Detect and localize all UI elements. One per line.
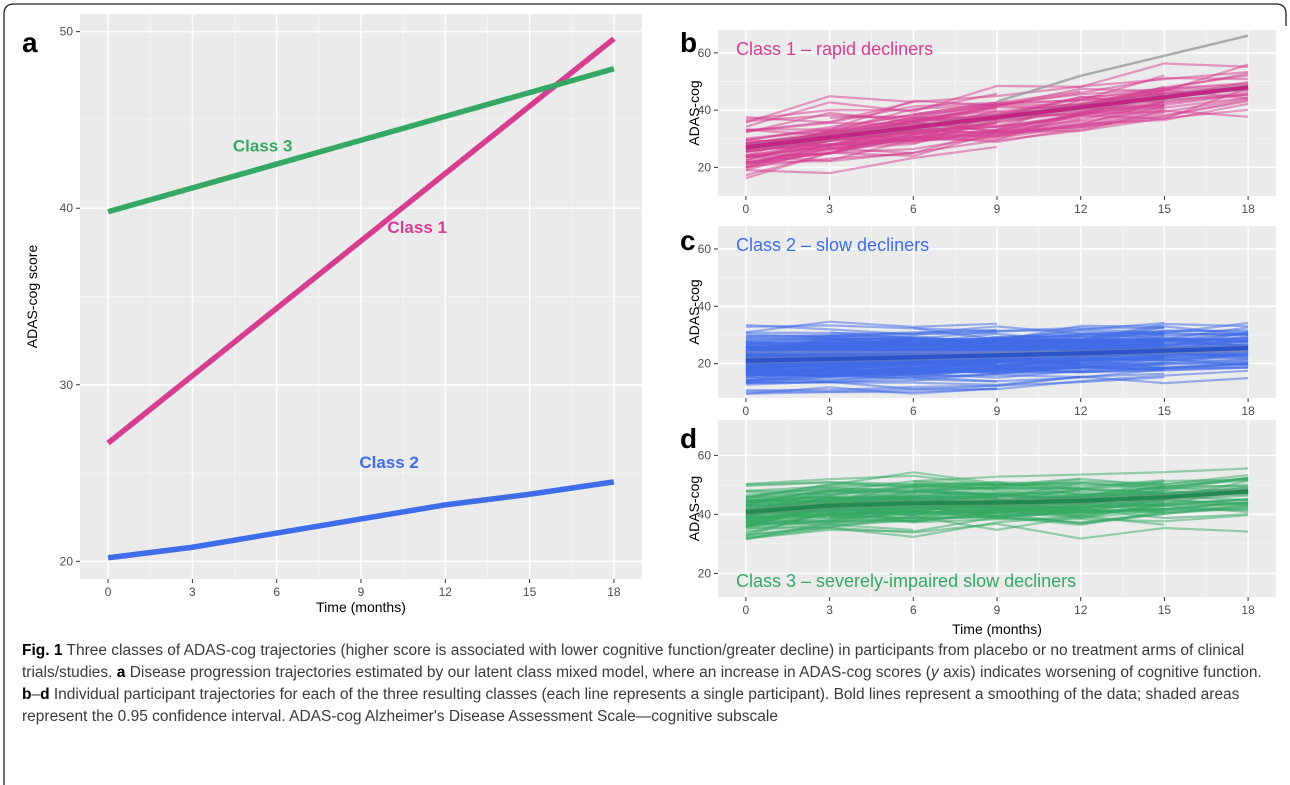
tick-label-x: 3 — [826, 404, 833, 418]
panel-letter-b: b — [680, 27, 697, 58]
tick-label-x: 6 — [910, 603, 917, 617]
tick-label-x: 3 — [826, 202, 833, 216]
panel-letter-a: a — [22, 27, 38, 58]
caption-d-label: d — [40, 686, 50, 703]
caption-dash: – — [31, 686, 41, 703]
tick-label-x: 0 — [743, 404, 750, 418]
tick-label-x: 0 — [105, 585, 112, 599]
y-axis-title: ADAS-cog — [686, 279, 702, 344]
tick-label-x: 18 — [607, 585, 621, 599]
tick-label-x: 9 — [994, 603, 1001, 617]
tick-label-y: 30 — [60, 378, 74, 392]
tick-label-x: 0 — [743, 202, 750, 216]
tick-label-x: 15 — [1158, 603, 1172, 617]
tick-label-x: 9 — [994, 404, 1001, 418]
tick-label-x: 12 — [1074, 404, 1088, 418]
tick-label-x: 15 — [1158, 404, 1172, 418]
tick-label-x: 3 — [189, 585, 196, 599]
series-label-class-1: Class 1 — [387, 218, 447, 237]
panel-letter-d: d — [680, 423, 697, 454]
tick-label-x: 9 — [994, 202, 1001, 216]
tick-label-x: 18 — [1241, 603, 1255, 617]
tick-label-y: 60 — [698, 242, 712, 256]
caption-y-italic: y — [930, 664, 939, 681]
caption-fig-label: Fig. 1 — [22, 642, 63, 659]
tick-label-y: 20 — [60, 554, 74, 568]
caption-a-label: a — [116, 664, 126, 681]
panel-letter-c: c — [680, 225, 696, 256]
tick-label-x: 15 — [1158, 202, 1172, 216]
tick-label-x: 18 — [1241, 404, 1255, 418]
tick-label-y: 20 — [698, 160, 712, 174]
tick-label-x: 6 — [273, 585, 280, 599]
tick-label-x: 12 — [439, 585, 453, 599]
tick-label-x: 9 — [358, 585, 365, 599]
y-axis-title: ADAS-cog score — [24, 245, 40, 349]
tick-label-y: 20 — [698, 357, 712, 371]
tick-label-x: 12 — [1074, 202, 1088, 216]
tick-label-x: 15 — [523, 585, 537, 599]
series-label-class-3: Class 3 — [233, 137, 293, 156]
tick-label-x: 6 — [910, 202, 917, 216]
y-axis-title: ADAS-cog — [686, 80, 702, 145]
panel-title-c: Class 2 – slow decliners — [736, 235, 929, 255]
tick-label-x: 6 — [910, 404, 917, 418]
x-axis-title: Time (months) — [316, 599, 406, 615]
caption-text-4: Individual participant trajectories for … — [22, 686, 1240, 725]
series-label-class-2: Class 2 — [359, 453, 419, 472]
tick-label-x: 3 — [826, 603, 833, 617]
x-axis-title: Time (months) — [952, 621, 1042, 637]
tick-label-y: 60 — [698, 448, 712, 462]
tick-label-x: 12 — [1074, 603, 1088, 617]
tick-label-y: 20 — [698, 566, 712, 580]
caption-b-label: b — [22, 686, 32, 703]
tick-label-y: 50 — [60, 25, 74, 39]
figure-caption: Fig. 1 Three classes of ADAS-cog traject… — [22, 640, 1277, 728]
tick-label-x: 18 — [1241, 202, 1255, 216]
tick-label-y: 40 — [60, 201, 74, 215]
tick-label-y: 60 — [698, 46, 712, 60]
panel-title-d: Class 3 – severely-impaired slow decline… — [736, 571, 1076, 591]
caption-text-3: axis) indicates worsening of cognitive f… — [938, 664, 1262, 681]
panel-a: a 0 3 6 9 12 15 18 20 30 40 50 ADAS-cog score Time (m… — [22, 14, 642, 615]
panel-title-b: Class 1 – rapid decliners — [736, 39, 933, 59]
caption-text-1: Three classes of ADAS-cog trajectories (… — [22, 642, 1245, 681]
caption-text-2: Disease progression trajectories estimat… — [125, 664, 931, 681]
tick-label-x: 0 — [743, 603, 750, 617]
y-axis-title: ADAS-cog — [686, 476, 702, 541]
